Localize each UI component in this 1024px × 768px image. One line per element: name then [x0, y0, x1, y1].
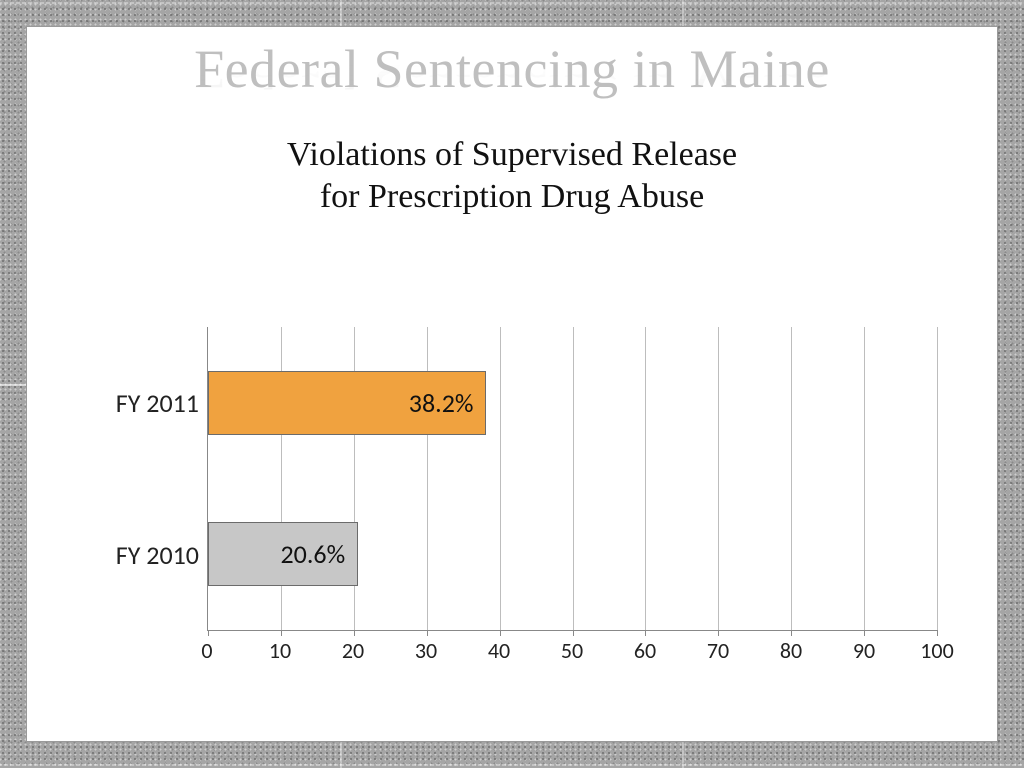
gridline	[645, 327, 646, 630]
frame-seam	[0, 384, 26, 386]
x-label: 70	[707, 637, 729, 664]
x-label: 90	[853, 637, 875, 664]
frame-seam	[0, 2, 1024, 4]
slide-panel: Federal Sentencing in Maine Federal Sent…	[26, 26, 998, 742]
gridline	[791, 327, 792, 630]
x-label: 60	[634, 637, 656, 664]
plot-area: 38.2% 20.6%	[207, 327, 937, 631]
x-label: 40	[488, 637, 510, 664]
x-label: 0	[201, 637, 212, 664]
y-axis-labels: FY 2011 FY 2010	[97, 327, 207, 631]
gridline	[864, 327, 865, 630]
subtitle-line1: Violations of Supervised Release	[287, 136, 737, 173]
bar: 20.6%	[208, 522, 358, 586]
page-title-text: Federal Sentencing in Maine	[194, 39, 830, 99]
x-label: 10	[269, 637, 291, 664]
y-label: FY 2011	[116, 387, 199, 419]
slide-frame: Federal Sentencing in Maine Federal Sent…	[0, 0, 1024, 768]
gridline	[937, 327, 938, 630]
x-label: 20	[342, 637, 364, 664]
bar: 38.2%	[208, 371, 486, 435]
x-label: 80	[780, 637, 802, 664]
frame-seam	[0, 764, 1024, 766]
y-label: FY 2010	[116, 539, 199, 571]
x-axis-labels: 0102030405060708090100	[207, 631, 937, 671]
gridline	[500, 327, 501, 630]
gridline	[718, 327, 719, 630]
x-tick	[937, 630, 938, 636]
x-label: 100	[920, 637, 953, 664]
x-label: 50	[561, 637, 583, 664]
gridline	[573, 327, 574, 630]
chart-subtitle: Violations of Supervised Release for Pre…	[57, 134, 967, 219]
x-label: 30	[415, 637, 437, 664]
page-title: Federal Sentencing in Maine Federal Sent…	[57, 41, 967, 98]
bar-chart: FY 2011 FY 2010 38.2% 20.6% 0 10 20 30 40 50 60…	[97, 327, 937, 671]
subtitle-line2: for Prescription Drug Abuse	[320, 178, 704, 215]
